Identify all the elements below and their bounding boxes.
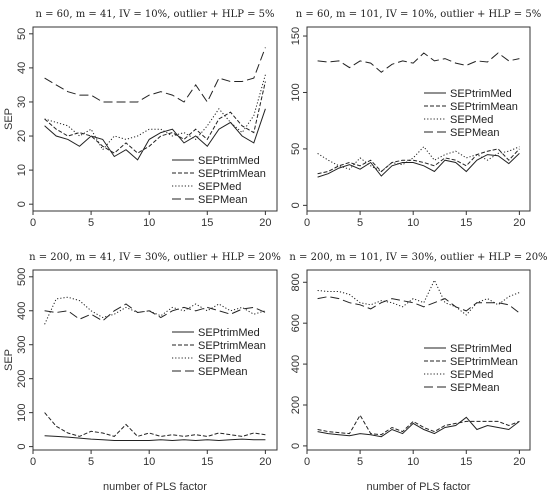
x-tick-label: 5 bbox=[88, 456, 94, 468]
y-tick-label: 50 bbox=[290, 143, 302, 155]
legend-entry: SEPMean bbox=[198, 366, 248, 378]
y-tick-label: 100 bbox=[290, 83, 302, 101]
x-tick-label: 15 bbox=[201, 217, 213, 229]
chart-title: n = 200, m = 41, IV = 30%, outlier + HLP… bbox=[29, 252, 281, 263]
legend-entry: SEPMean bbox=[450, 127, 500, 139]
y-tick-label: 200 bbox=[16, 369, 28, 387]
x-axis-label: number of PLS factor bbox=[103, 481, 207, 493]
chart-title: n = 200, m = 101, IV = 30%, outlier + HL… bbox=[289, 252, 547, 263]
y-tick-label: 0 bbox=[16, 444, 28, 450]
chart-panel-4: n = 200, m = 101, IV = 30%, outlier + HL… bbox=[289, 252, 547, 493]
y-tick-label: 50 bbox=[16, 28, 28, 40]
chart-title: n = 60, m = 101, IV = 10%, outlier + HLP… bbox=[296, 9, 541, 20]
x-tick-label: 0 bbox=[30, 456, 36, 468]
x-tick-label: 20 bbox=[259, 217, 271, 229]
y-tick-label: 20 bbox=[16, 130, 28, 142]
y-tick-label: 10 bbox=[16, 164, 28, 176]
legend-entry: SEPMean bbox=[198, 194, 248, 206]
x-axis-label: number of PLS factor bbox=[367, 481, 471, 493]
plot-frame bbox=[306, 26, 531, 212]
y-axis-label: SEP bbox=[3, 108, 15, 130]
y-tick-label: 400 bbox=[16, 302, 28, 320]
series-line-septrimmean bbox=[317, 414, 520, 436]
x-tick-label: 20 bbox=[513, 217, 525, 229]
y-tick-label: 0 bbox=[290, 202, 302, 208]
y-tick-label: 200 bbox=[290, 396, 302, 414]
series-line-sepmean bbox=[317, 296, 520, 314]
series-line-septrimmed bbox=[44, 435, 266, 442]
series-line-sepmean bbox=[317, 52, 520, 73]
chart-panel-1: n = 60, m = 41, IV = 10%, outlier + HLP … bbox=[3, 9, 278, 229]
series-line-septrimmed bbox=[317, 416, 520, 438]
y-tick-label: 400 bbox=[290, 355, 302, 373]
x-tick-label: 15 bbox=[460, 456, 472, 468]
y-tick-label: 150 bbox=[290, 27, 302, 45]
y-tick-label: 30 bbox=[16, 96, 28, 108]
x-tick-label: 5 bbox=[357, 217, 363, 229]
y-tick-label: 300 bbox=[16, 336, 28, 354]
legend-entry: SEPtrimMean bbox=[198, 168, 266, 180]
legend-entry: SEPMed bbox=[450, 114, 493, 126]
y-tick-label: 500 bbox=[16, 268, 28, 286]
y-tick-label: 0 bbox=[16, 201, 28, 207]
plot-frame bbox=[32, 26, 278, 212]
x-tick-label: 5 bbox=[357, 456, 363, 468]
series-line-sepmed bbox=[44, 74, 266, 151]
x-tick-label: 10 bbox=[143, 456, 155, 468]
y-tick-label: 40 bbox=[16, 62, 28, 74]
series-line-sepmean bbox=[44, 47, 266, 103]
y-tick-label: 0 bbox=[290, 443, 302, 449]
series-line-septrimmed bbox=[44, 108, 266, 161]
x-tick-label: 15 bbox=[460, 217, 472, 229]
legend-entry: SEPMed bbox=[198, 353, 241, 365]
x-tick-label: 0 bbox=[304, 456, 310, 468]
x-tick-label: 20 bbox=[513, 456, 525, 468]
y-tick-label: 600 bbox=[290, 314, 302, 332]
series-line-septrimmed bbox=[317, 153, 520, 178]
series-line-sepmed bbox=[44, 296, 266, 325]
series-line-septrimmean bbox=[44, 81, 266, 154]
x-tick-label: 15 bbox=[201, 456, 213, 468]
series-line-sepmean bbox=[44, 303, 266, 322]
legend-entry: SEPtrimMed bbox=[450, 88, 512, 100]
y-axis-label: SEP bbox=[3, 349, 15, 371]
chart-panel-3: n = 200, m = 41, IV = 30%, outlier + HLP… bbox=[3, 252, 281, 493]
legend-entry: SEPMed bbox=[198, 181, 241, 193]
chart-title: n = 60, m = 41, IV = 10%, outlier + HLP … bbox=[35, 9, 274, 20]
series-line-septrimmean bbox=[44, 412, 266, 437]
x-tick-label: 0 bbox=[304, 217, 310, 229]
legend-entry: SEPtrimMed bbox=[198, 327, 260, 339]
legend-entry: SEPtrimMed bbox=[198, 155, 260, 167]
series-line-septrimmean bbox=[317, 148, 520, 175]
x-tick-label: 20 bbox=[259, 456, 271, 468]
legend-entry: SEPtrimMed bbox=[450, 343, 512, 355]
series-line-sepmed bbox=[317, 279, 520, 316]
legend-entry: SEPtrimMean bbox=[450, 101, 518, 113]
x-tick-label: 5 bbox=[88, 217, 94, 229]
y-tick-label: 100 bbox=[16, 403, 28, 421]
legend-entry: SEPMean bbox=[450, 382, 500, 394]
x-tick-label: 10 bbox=[407, 456, 419, 468]
series-line-sepmed bbox=[317, 145, 520, 173]
legend-entry: SEPtrimMean bbox=[198, 340, 266, 352]
x-tick-label: 10 bbox=[143, 217, 155, 229]
x-tick-label: 10 bbox=[407, 217, 419, 229]
legend-entry: SEPtrimMean bbox=[450, 356, 518, 368]
legend-entry: SEPMed bbox=[450, 369, 493, 381]
x-tick-label: 0 bbox=[30, 217, 36, 229]
chart-panel-2: n = 60, m = 101, IV = 10%, outlier + HLP… bbox=[290, 9, 541, 229]
plot-frame bbox=[306, 269, 531, 451]
y-tick-label: 800 bbox=[290, 273, 302, 291]
plot-frame bbox=[32, 269, 278, 451]
